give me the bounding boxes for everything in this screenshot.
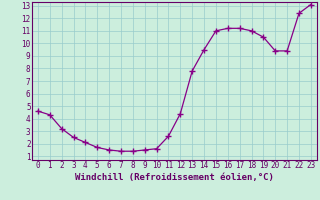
X-axis label: Windchill (Refroidissement éolien,°C): Windchill (Refroidissement éolien,°C) (75, 173, 274, 182)
